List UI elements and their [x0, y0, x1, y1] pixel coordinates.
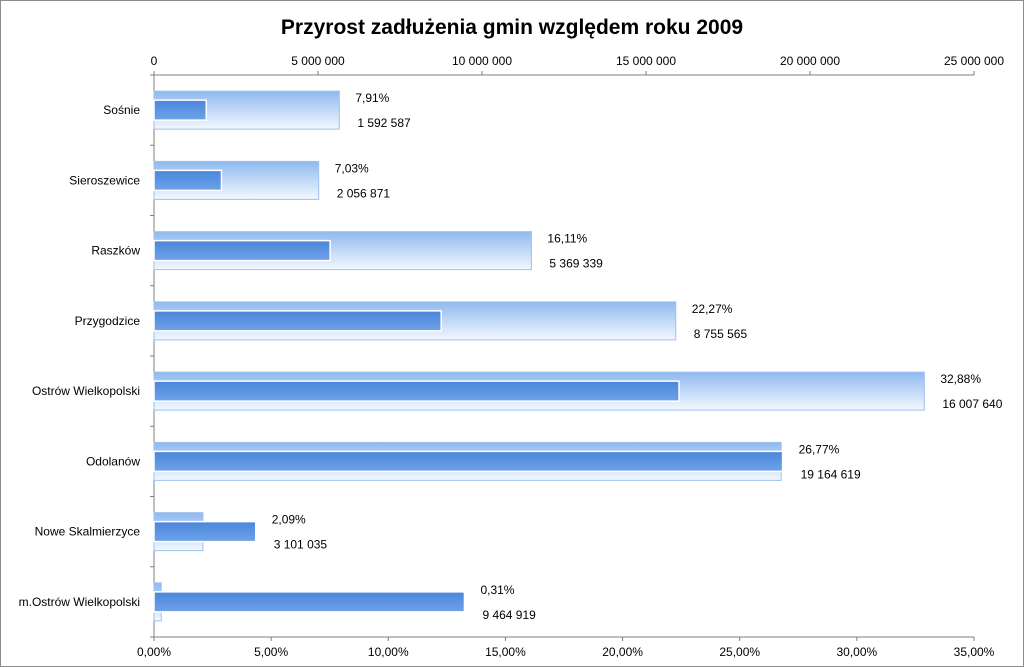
- top-axis-tick-label: 20 000 000: [780, 54, 840, 68]
- amount-bar: [153, 239, 331, 262]
- bottom-axis-tick-label: 10,00%: [368, 645, 409, 659]
- percent-data-label: 7,91%: [355, 91, 389, 105]
- percent-data-label: 32,88%: [940, 372, 981, 386]
- amount-bar: [153, 99, 207, 121]
- bottom-axis-tick-label: 20,00%: [602, 645, 643, 659]
- category-label: Odolanów: [86, 454, 140, 468]
- bottom-axis-tick-label: 35,00%: [954, 645, 995, 659]
- chart-title: Przyrost zadłużenia gmin względem roku 2…: [281, 16, 743, 39]
- amount-bar: [153, 310, 442, 332]
- bottom-axis-tick-label: 5,00%: [254, 645, 288, 659]
- bottom-axis-tick-label: 30,00%: [837, 645, 878, 659]
- amount-bar: [153, 169, 223, 192]
- category-label: Ostrów Wielkopolski: [32, 384, 140, 398]
- amount-data-label: 2 056 871: [337, 186, 391, 200]
- top-axis-tick-label: 15 000 000: [616, 54, 676, 68]
- amount-bar: [153, 520, 257, 543]
- top-axis-tick-label: 5 000 000: [291, 54, 345, 68]
- amount-data-label: 8 755 565: [694, 327, 748, 341]
- amount-bar: [153, 591, 466, 613]
- category-label: Nowe Skalmierzyce: [35, 525, 141, 539]
- bottom-axis-tick-label: 0,00%: [137, 645, 171, 659]
- top-axis-tick-label: 25 000 000: [944, 54, 1004, 68]
- amount-data-label: 5 369 339: [549, 257, 603, 271]
- bottom-axis-tick-label: 25,00%: [719, 645, 760, 659]
- amount-bar: [153, 450, 784, 473]
- category-label: Przygodzice: [75, 314, 141, 328]
- plot-area: 0 5 000 000 10 000 000 15 000 000 20 000 000…: [19, 54, 1005, 659]
- percent-data-label: 22,27%: [692, 302, 733, 316]
- percent-data-label: 0,31%: [480, 583, 514, 597]
- amount-data-label: 16 007 640: [942, 397, 1002, 411]
- amount-data-label: 19 164 619: [801, 467, 861, 481]
- percent-data-label: 26,77%: [799, 442, 840, 456]
- category-label: m.Ostrów Wielkopolski: [19, 595, 140, 609]
- top-axis-tick-label: 10 000 000: [452, 54, 512, 68]
- percent-data-label: 2,09%: [272, 513, 306, 527]
- amount-data-label: 3 101 035: [274, 538, 328, 552]
- amount-data-label: 1 592 587: [357, 116, 411, 130]
- percent-data-label: 7,03%: [335, 161, 369, 175]
- category-label: Sośnie: [103, 103, 140, 117]
- amount-data-label: 9 464 919: [482, 608, 536, 622]
- percent-data-label: 16,11%: [547, 232, 587, 246]
- amount-bar: [153, 380, 680, 402]
- category-label: Sieroszewice: [69, 173, 140, 187]
- category-label: Raszków: [91, 244, 140, 258]
- bottom-axis-tick-label: 15,00%: [485, 645, 526, 659]
- top-axis-tick-label: 0: [151, 54, 158, 68]
